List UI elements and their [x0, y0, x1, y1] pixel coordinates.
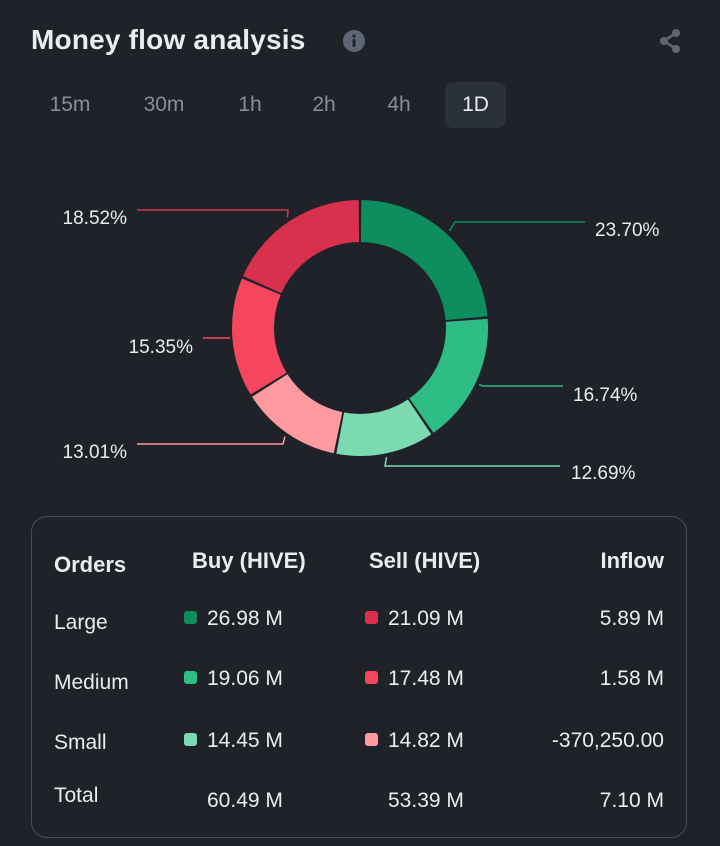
inflow-total: 7.10 M — [599, 789, 664, 812]
buy-large: 26.98 M — [184, 607, 283, 631]
share-icon[interactable] — [657, 28, 683, 54]
row-label-total: Total — [54, 784, 99, 807]
inflow-large: 5.89 M — [599, 607, 664, 630]
donut-segment-buy-large[interactable] — [360, 200, 488, 321]
header-buy: Buy (HIVE) — [192, 548, 306, 573]
sell-large-value: 21.09 M — [388, 607, 464, 630]
percent-label-buy-small: 12.69% — [571, 463, 636, 484]
percent-label-sell-medium: 15.35% — [129, 337, 194, 358]
inflow-small: -370,250.00 — [551, 729, 664, 752]
tab-30m[interactable]: 30m — [143, 93, 185, 116]
money-flow-donut-chart: 23.70% 16.74% 12.69% 13.01% 15.35% 18.52% — [63, 200, 660, 484]
tab-2h[interactable]: 2h — [312, 93, 336, 116]
header-sell: Sell (HIVE) — [369, 548, 481, 573]
percent-label-sell-large: 18.52% — [63, 208, 128, 229]
buy-small-value: 14.45 M — [207, 729, 283, 752]
donut-segment-sell-large[interactable] — [243, 200, 360, 294]
leader-line-buy-large — [448, 221, 585, 232]
donut-segment-sell-medium[interactable] — [232, 278, 287, 395]
buy-small-swatch — [184, 733, 197, 746]
percent-label-buy-large: 23.70% — [595, 220, 660, 241]
inflow-medium: 1.58 M — [599, 667, 664, 690]
tab-1d[interactable]: 1D — [445, 82, 506, 128]
sell-small-swatch — [365, 733, 378, 746]
donut-leader-lines — [137, 209, 585, 467]
buy-medium-value: 19.06 M — [207, 667, 283, 690]
sell-total: 53.39 M — [388, 789, 464, 812]
sell-small-value: 14.82 M — [388, 729, 464, 752]
donut-segments — [232, 200, 488, 456]
row-label-small: Small — [54, 731, 107, 754]
leader-line-sell-large — [137, 209, 289, 218]
leader-line-buy-medium — [478, 383, 563, 387]
buy-large-swatch — [184, 611, 197, 624]
timeframe-tabs: 15m 30m 1h 2h 4h 1D — [31, 82, 691, 128]
header: Money flow analysis — [31, 22, 691, 62]
page-title: Money flow analysis — [31, 24, 306, 55]
sell-medium-swatch — [365, 671, 378, 684]
donut-labels: 23.70% 16.74% 12.69% 13.01% 15.35% 18.52% — [63, 208, 660, 484]
donut-segment-buy-medium[interactable] — [409, 318, 488, 433]
donut-segment-sell-small[interactable] — [252, 374, 343, 454]
buy-small: 14.45 M — [184, 729, 283, 753]
tab-4h[interactable]: 4h — [387, 93, 411, 116]
sell-medium-value: 17.48 M — [388, 667, 464, 690]
row-label-medium: Medium — [54, 671, 129, 694]
info-icon[interactable] — [343, 30, 365, 52]
leader-line-buy-small — [384, 457, 560, 467]
sell-medium: 17.48 M — [365, 667, 464, 691]
sell-small: 14.82 M — [365, 729, 464, 753]
leader-line-sell-small — [137, 436, 286, 445]
header-orders: Orders — [54, 552, 127, 577]
buy-medium-swatch — [184, 671, 197, 684]
sell-large: 21.09 M — [365, 607, 464, 631]
row-label-large: Large — [54, 611, 108, 634]
orders-table: Orders Buy (HIVE) Sell (HIVE) Inflow Lar… — [31, 516, 687, 838]
buy-total: 60.49 M — [207, 789, 283, 812]
buy-medium: 19.06 M — [184, 667, 283, 691]
percent-label-sell-small: 13.01% — [63, 442, 128, 463]
tab-1h[interactable]: 1h — [238, 93, 262, 116]
buy-large-value: 26.98 M — [207, 607, 283, 630]
tab-15m[interactable]: 15m — [49, 93, 91, 116]
header-inflow: Inflow — [600, 548, 664, 573]
donut-segment-buy-small[interactable] — [336, 399, 432, 456]
percent-label-buy-medium: 16.74% — [573, 385, 638, 406]
sell-large-swatch — [365, 611, 378, 624]
